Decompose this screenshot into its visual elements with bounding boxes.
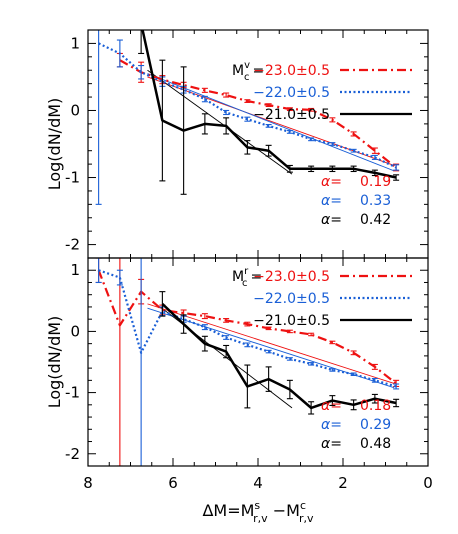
bottom-alpha-value: 0.29: [360, 417, 391, 433]
bottom-series-line-2: [161, 302, 397, 410]
top-legend-prefix: Mv c =: [232, 60, 264, 83]
x-tick-label: 8: [83, 474, 93, 492]
x-axis-title-main: ΔM=M: [202, 501, 254, 520]
x-axis-title-mid: −M: [268, 501, 300, 520]
panel-bottom: -2 -1 0 1 8 6 4 2 0 Log(dN/dM) −23.0±0.5 −22.0±0.…: [45, 257, 433, 492]
top-alpha-label: α=: [321, 193, 342, 209]
top-y-tick-label: 0: [70, 101, 80, 119]
top-legend-label: −22.0±0.5: [253, 85, 330, 101]
x-axis-title: ΔM=Ms r,v −Mc r,v: [202, 499, 314, 525]
top-alpha-value: 0.42: [360, 212, 391, 228]
bottom-panel-frame: [87, 257, 429, 467]
bottom-alpha-label: α=: [321, 398, 342, 414]
x-tick-label: 4: [253, 474, 263, 492]
panel-top: -2 -1 0 1 Log(dN/dM) −23.0±0.5 −22.0±0.5 −21.…: [45, 29, 429, 259]
bottom-y-tick-label: 1: [70, 261, 80, 279]
x-axis-title-sub2: r,v: [299, 512, 314, 525]
bottom-series-line-1: [98, 269, 397, 388]
top-legend: −23.0±0.5 −22.0±0.5 −21.0±0.5 Mv c =: [232, 60, 412, 123]
top-alpha-value: 0.19: [360, 174, 391, 190]
top-y-tick-label: 1: [70, 34, 80, 52]
bottom-fit-line: [147, 303, 395, 384]
top-alpha-labels: α= 0.19 α= 0.33 α= 0.42: [321, 174, 391, 228]
x-tick-label: 0: [423, 474, 433, 492]
bottom-alpha-label: α=: [321, 436, 342, 452]
bottom-alpha-labels: α= 0.18 α= 0.29 α= 0.48: [321, 398, 391, 452]
bottom-alpha-label: α=: [321, 417, 342, 433]
x-axis-title-sup1: s: [254, 499, 260, 512]
bottom-legend-label: −22.0±0.5: [253, 291, 330, 307]
top-axis-ticks: -2 -1 0 1: [65, 29, 429, 259]
bottom-y-tick-label: -2: [65, 445, 80, 463]
top-legend-label: −23.0±0.5: [253, 63, 330, 79]
top-alpha-label: α=: [321, 174, 342, 190]
bottom-y-tick-label: -1: [65, 384, 80, 402]
top-series-line-1: [98, 42, 397, 169]
top-fit-line: [147, 73, 395, 172]
bottom-axis-ticks: -2 -1 0 1 8 6 4 2 0: [65, 257, 433, 492]
x-tick-label: 6: [168, 474, 178, 492]
top-alpha-value: 0.33: [360, 193, 391, 209]
bottom-alpha-value: 0.48: [360, 436, 391, 452]
top-y-tick-label: -1: [65, 169, 80, 187]
bottom-series-line-0: [97, 269, 397, 385]
top-plot-area: [95, 30, 400, 205]
bottom-legend: −23.0±0.5 −22.0±0.5 −21.0±0.5 Mr c =: [232, 266, 412, 329]
bottom-y-axis-title: Log(dN/dM): [45, 316, 64, 409]
top-alpha-label: α=: [321, 212, 342, 228]
bottom-legend-label: −21.0±0.5: [253, 313, 330, 329]
x-axis-title-sub1: r,v: [253, 512, 268, 525]
x-tick-label: 2: [338, 474, 348, 492]
top-fit-line: [147, 69, 293, 175]
top-fit-line: [147, 76, 395, 166]
x-axis-title-sup2: c: [300, 499, 306, 512]
bottom-plot-area: [95, 258, 400, 466]
bottom-alpha-value: 0.18: [360, 398, 391, 414]
bottom-legend-label: −23.0±0.5: [253, 269, 330, 285]
top-series-line-2: [141, 30, 397, 179]
top-legend-label: −21.0±0.5: [253, 107, 330, 123]
bottom-y-tick-label: 0: [70, 322, 80, 340]
top-y-tick-label: -2: [65, 236, 80, 254]
bottom-legend-prefix: Mr c =: [232, 266, 262, 289]
top-y-axis-title: Log(dN/dM): [45, 98, 64, 191]
